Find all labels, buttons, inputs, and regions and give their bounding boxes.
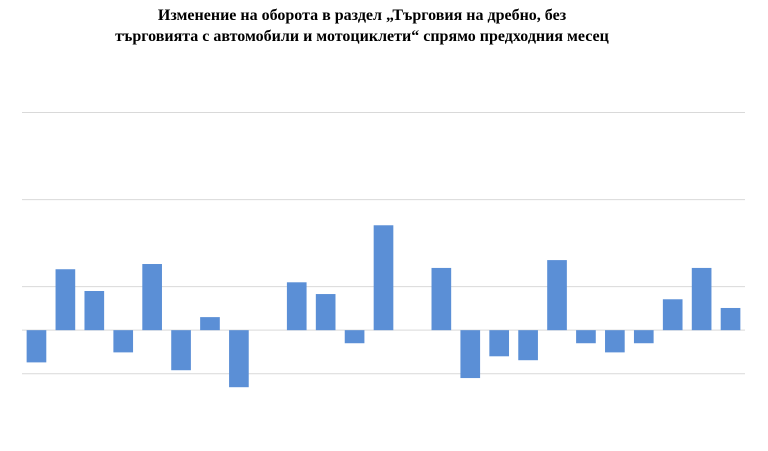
bar [113,330,134,353]
bar [171,330,191,371]
bar [576,330,596,344]
bar [518,330,538,361]
bar [200,317,220,331]
bar [720,307,741,331]
bar [142,264,162,331]
bar [286,282,307,331]
bar [26,330,47,363]
bar [84,291,105,331]
bar [691,267,712,331]
bar [229,330,249,388]
bar [547,260,567,331]
bar [633,330,654,344]
chart-title: търговията с автомобили и мотоциклети“ с… [115,28,609,45]
bar [344,330,365,344]
bar [662,299,683,331]
bar [55,269,76,331]
bar [315,294,336,331]
bar [373,225,394,331]
bar [460,330,481,379]
chart-title: Изменение на оборота в раздел „Търговия … [158,7,567,24]
bar [489,330,510,357]
bar [431,267,452,331]
bar [605,330,625,353]
